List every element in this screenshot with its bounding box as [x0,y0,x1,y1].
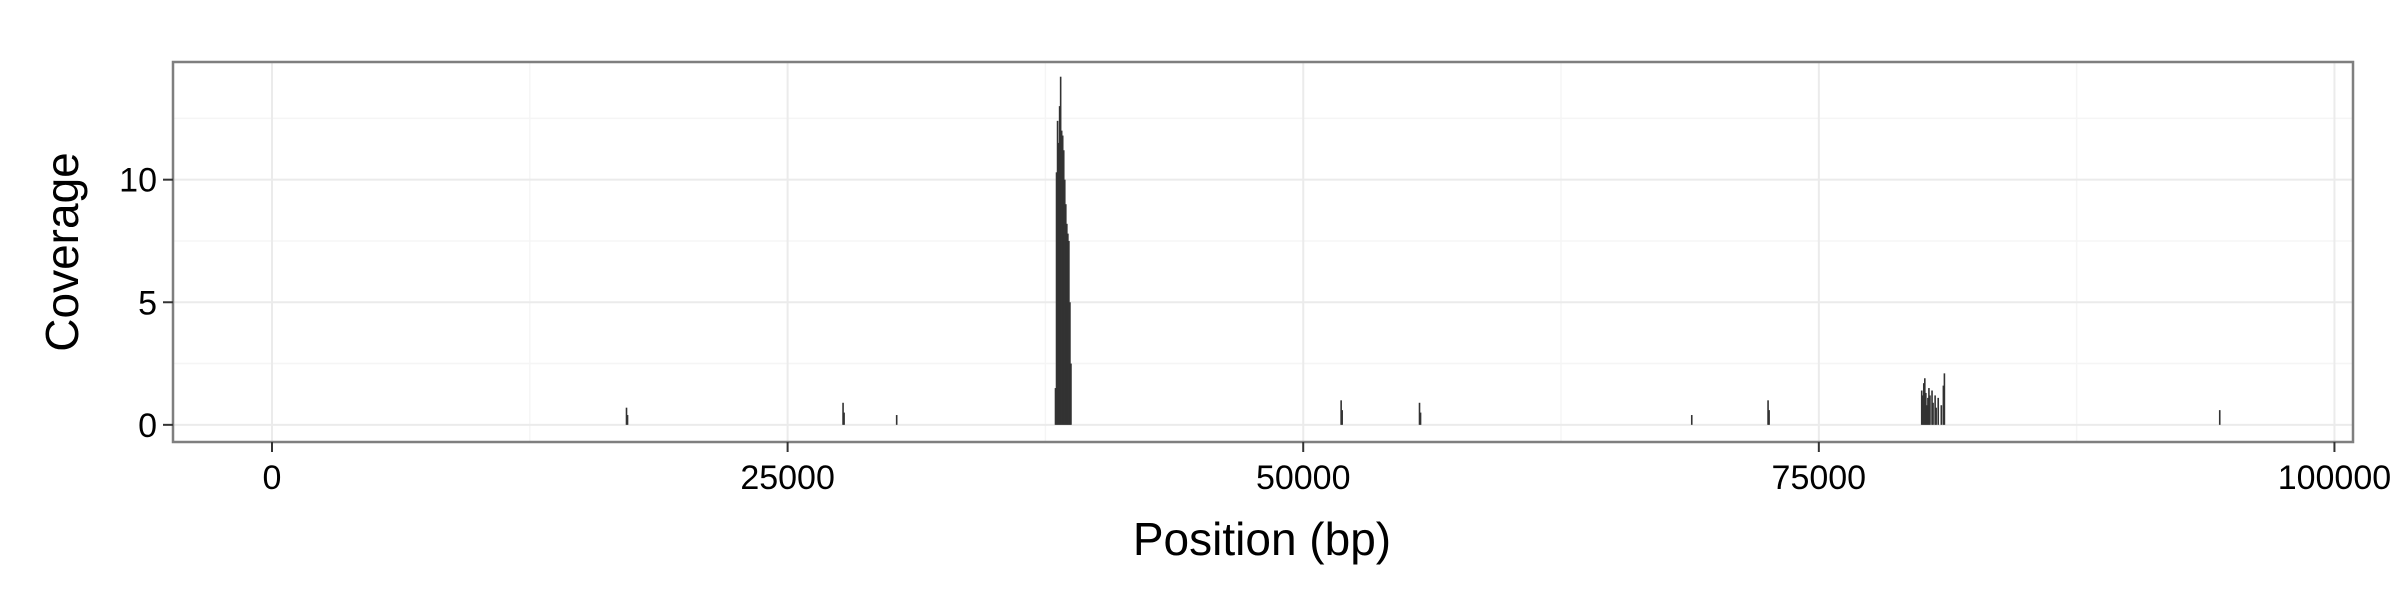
coverage-bar [1942,385,1945,425]
coverage-bar [1067,233,1069,425]
coverage-bar [1690,415,1693,425]
coverage-bar [1927,397,1929,425]
y-tick-label: 10 [119,162,157,200]
coverage-bar [1937,397,1940,425]
coverage-bar [1419,412,1422,425]
panel-border [171,60,2355,444]
coverage-bar [1925,392,1927,425]
coverage-bar [625,407,628,425]
coverage-bar [843,412,845,425]
coverage-bar [1054,388,1057,425]
coverage-bar [842,402,844,425]
coverage-bar [1418,402,1421,425]
coverage-bar [1065,204,1067,425]
coverage-bar [1070,363,1072,425]
grid-lines [173,62,2353,442]
x-axis: 0 25000 50000 75000 100000 [263,442,2391,497]
coverage-bar [1931,390,1933,425]
coverage-bar [1926,405,1928,425]
coverage-bar [895,415,898,425]
y-axis: 0 5 10 [119,162,173,445]
coverage-bar [1058,106,1061,425]
coverage-bar [1060,130,1063,425]
y-tick-label: 5 [138,284,157,322]
x-tick-label: 0 [263,459,282,497]
coverage-bar [1069,302,1071,425]
x-tick-label: 25000 [740,459,835,497]
coverage-bar [1920,390,1923,425]
coverage-bar [1929,395,1931,425]
y-tick-label: 0 [138,407,157,445]
panel-background [173,62,2353,442]
coverage-bar [626,415,629,425]
coverage-bar [1341,410,1343,425]
coverage-bar [1062,150,1065,425]
x-tick-label: 50000 [1256,459,1351,497]
coverage-bar [1921,395,1924,425]
coverage-bar [1767,400,1769,425]
coverage-bar [1063,179,1066,425]
coverage-bar [1059,76,1062,425]
coverage-bar [1924,378,1926,425]
coverage-bar [1935,407,1937,425]
coverage-bar [1055,172,1058,425]
coverage-bar [1057,142,1060,425]
coverage-bars [625,76,2221,425]
coverage-bar [2218,410,2221,425]
y-axis-title: Coverage [36,152,88,351]
coverage-bar [1340,400,1342,425]
x-tick-label: 75000 [1772,459,1867,497]
coverage-bar [1768,410,1770,425]
coverage-bar [1943,373,1946,425]
x-tick-label: 100000 [2278,459,2391,497]
coverage-bar [1922,383,1925,425]
coverage-bar [1932,402,1934,425]
coverage-bar [1066,223,1068,425]
coverage-bar [1928,388,1930,425]
coverage-bar [1056,120,1059,425]
coverage-bar [1068,240,1070,425]
x-axis-title: Position (bp) [1133,513,1391,565]
coverage-bar [1940,405,1943,425]
coverage-bar [1061,135,1064,425]
coverage-bar [1934,395,1936,425]
